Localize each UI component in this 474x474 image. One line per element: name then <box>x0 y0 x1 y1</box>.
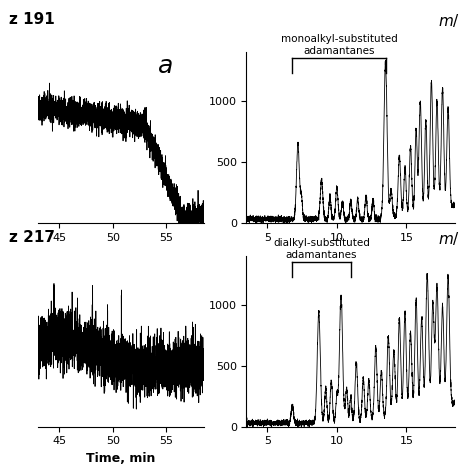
Text: z 217: z 217 <box>9 230 55 245</box>
Text: z 191: z 191 <box>9 12 55 27</box>
Text: $m/$: $m/$ <box>438 230 460 247</box>
Text: $m/$: $m/$ <box>438 12 460 29</box>
Text: $a$: $a$ <box>157 54 173 78</box>
Text: monoalkyl-substituted
adamantanes: monoalkyl-substituted adamantanes <box>281 34 397 56</box>
X-axis label: Time, min: Time, min <box>86 452 155 465</box>
Text: dialkyl-substituted
adamantanes: dialkyl-substituted adamantanes <box>273 238 370 260</box>
